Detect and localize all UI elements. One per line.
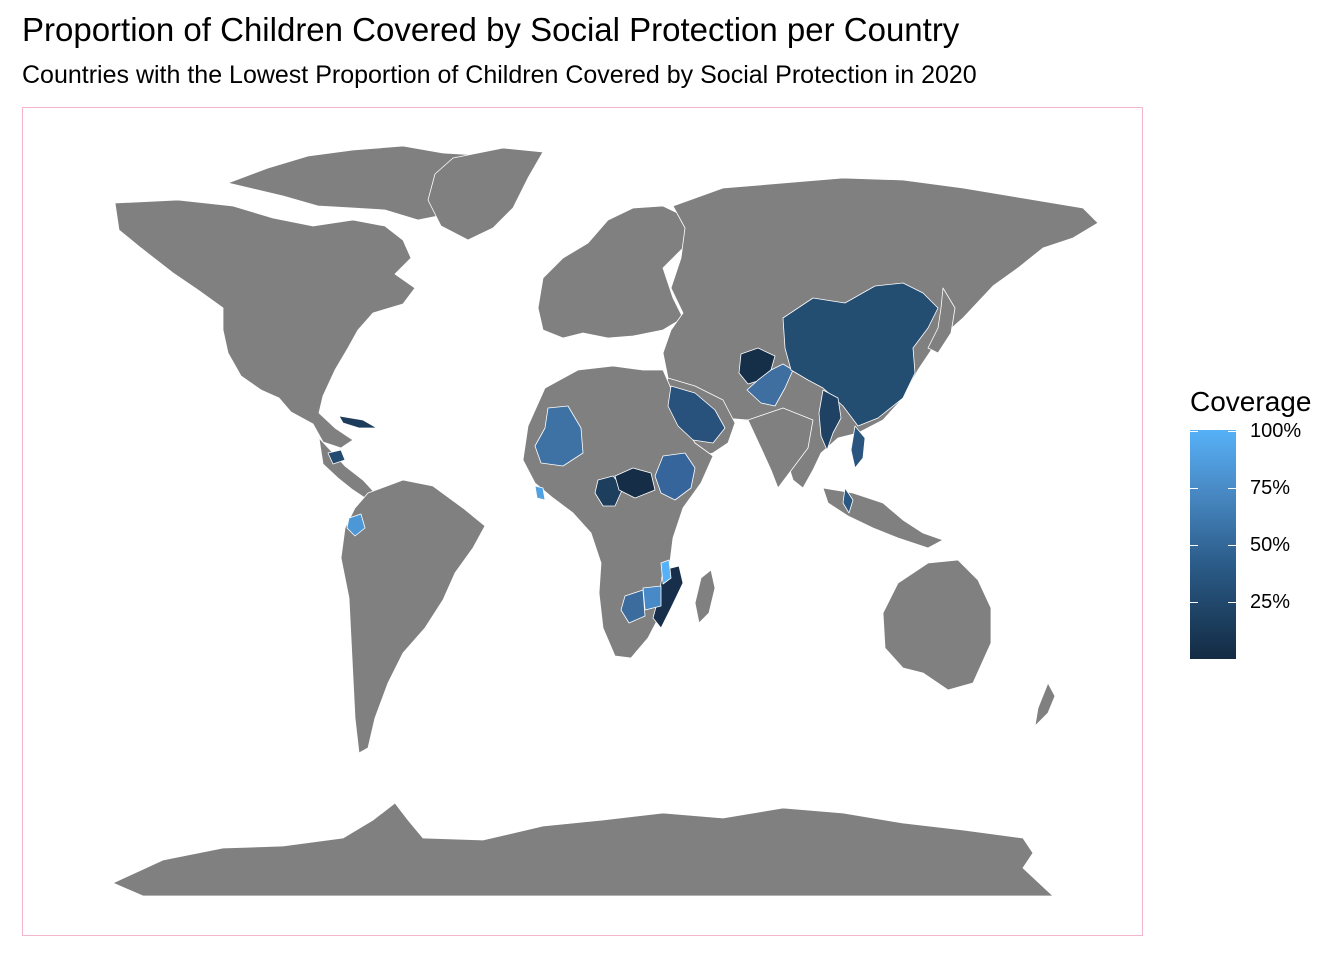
country-malawi (660, 559, 672, 585)
land-europe (537, 205, 689, 339)
chart-subtitle: Countries with the Lowest Proportion of … (22, 61, 977, 89)
land-new-zealand (1034, 682, 1056, 727)
legend-label-50: 50% (1250, 534, 1291, 556)
legend-tick (1190, 545, 1236, 546)
country-saudi-arabia (667, 385, 726, 444)
country-zimbabwe (642, 585, 662, 611)
country-malaysia (842, 487, 854, 514)
country-pakistan (746, 363, 794, 407)
map-panel (22, 107, 1143, 936)
land-greenland (427, 147, 544, 241)
country-cuba (338, 415, 378, 429)
legend-label-100: 100% (1250, 420, 1302, 442)
country-ecuador (346, 513, 366, 537)
legend-tick (1190, 488, 1236, 489)
country-honduras (327, 449, 346, 465)
country-mali (534, 405, 584, 467)
country-china (782, 282, 939, 427)
country-vietnam (850, 425, 866, 469)
legend-label-25: 25% (1250, 591, 1291, 613)
country-myanmar (818, 389, 842, 451)
land-south-america (340, 479, 486, 754)
country-botswana (620, 589, 646, 624)
country-liberia (534, 485, 546, 501)
country-cameroon (594, 475, 624, 507)
land-se-asia (822, 487, 944, 549)
legend-tick (1190, 602, 1236, 603)
land-india (747, 407, 814, 489)
legend-tick (1190, 431, 1236, 432)
legend-title: Coverage (1190, 386, 1312, 417)
world-map (112, 145, 1099, 897)
chart-title: Proportion of Children Covered by Social… (22, 11, 960, 48)
land-australia (882, 559, 992, 691)
land-central-america (318, 437, 376, 501)
legend-colorbar (1190, 430, 1236, 659)
legend-label-75: 75% (1250, 477, 1291, 499)
land-japan (927, 287, 956, 354)
land-madagascar (694, 569, 716, 624)
land-antarctica (112, 802, 1054, 897)
country-ethiopia (654, 452, 696, 501)
land-north-america (114, 199, 416, 449)
country-central-african-republic (614, 467, 656, 499)
